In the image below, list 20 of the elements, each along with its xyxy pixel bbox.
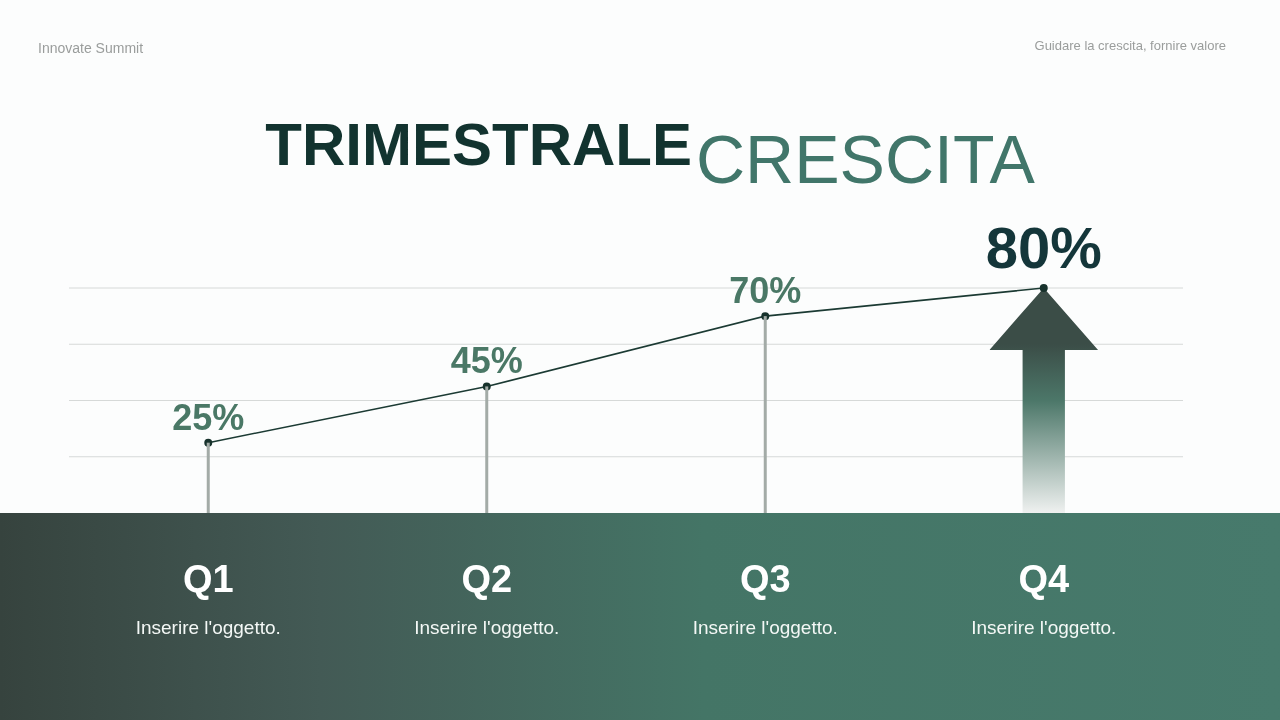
chart-title: TRIMESTRALE [265,111,692,178]
bar [485,386,489,513]
data-label: 45% [450,340,523,382]
x-tick-label: Q4 [1018,557,1070,600]
text: Guidare la crescita, fornire valore [1034,38,1226,53]
x-tick-label: Q1 [182,557,234,600]
bar [206,442,210,513]
x-tick-label: Q3 [739,557,791,600]
text: Inserire l'oggetto. [135,617,281,638]
text: Inserire l'oggetto. [414,617,560,638]
data-label: 70% [729,270,802,312]
bar [763,316,767,513]
point [1039,284,1048,292]
x-tick-label: Q2 [461,557,513,600]
data-label: 25% [172,396,245,438]
text: Inserire l'oggetto. [692,617,838,638]
chart-subtitle: CRESCITA [696,121,1036,197]
data-label: 80% [985,215,1102,280]
text: Inserire l'oggetto. [971,617,1117,638]
text: Innovate Summit [38,40,144,56]
